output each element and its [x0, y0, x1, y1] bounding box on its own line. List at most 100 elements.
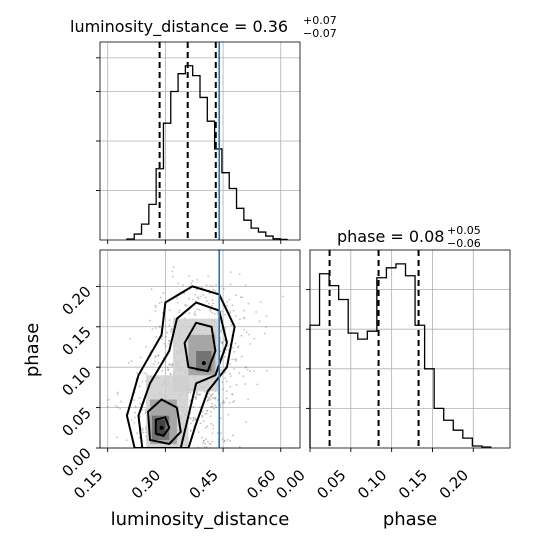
sample-point	[129, 337, 131, 340]
sample-point	[213, 312, 216, 315]
ld-title-prefix: luminosity_distance = 0.36	[70, 17, 288, 37]
ld-xtick-label: 0.60	[243, 466, 279, 502]
sample-point	[193, 416, 196, 419]
sample-point	[155, 244, 157, 246]
sample-point	[265, 315, 268, 318]
sample-point	[154, 304, 157, 307]
sample-point	[157, 361, 160, 364]
sample-point	[221, 342, 224, 345]
sample-point	[206, 396, 209, 398]
sample-point	[190, 282, 193, 285]
sample-point	[189, 399, 192, 402]
sample-point	[205, 300, 208, 303]
sample-point	[229, 385, 232, 388]
sample-point	[205, 409, 208, 412]
phase-ytick-label: 0.15	[58, 323, 94, 359]
sample-point	[226, 345, 229, 348]
sample-point	[232, 309, 235, 312]
sample-point	[169, 340, 171, 342]
sample-point	[141, 427, 144, 430]
sample-point	[232, 401, 234, 403]
sample-point	[183, 292, 186, 295]
sample-point	[243, 309, 245, 312]
sample-point	[228, 298, 231, 301]
sample-point	[242, 317, 245, 319]
sample-point	[130, 418, 133, 421]
sample-point	[229, 311, 232, 314]
sample-point	[223, 313, 226, 316]
sample-point	[244, 366, 247, 369]
sample-point	[141, 380, 144, 383]
sample-point	[263, 332, 266, 335]
sample-point	[199, 295, 202, 298]
sample-point	[210, 405, 212, 408]
sample-point	[160, 300, 163, 303]
sample-point	[207, 275, 210, 278]
sample-point	[138, 385, 141, 388]
y-axis-label-phase: phase	[22, 323, 43, 377]
sample-point	[176, 297, 179, 300]
sample-point	[233, 400, 236, 402]
sample-point	[223, 355, 226, 358]
sample-point	[235, 383, 238, 386]
sample-point	[161, 335, 164, 338]
sample-point	[211, 311, 214, 314]
sample-point	[234, 315, 237, 317]
sample-point	[107, 398, 110, 401]
sample-point	[138, 397, 141, 399]
sample-point	[189, 391, 192, 394]
sample-point	[184, 303, 187, 306]
sample-point	[188, 312, 191, 315]
sample-point	[227, 413, 230, 416]
sample-point	[196, 278, 199, 281]
sample-point	[223, 439, 226, 442]
sample-point	[216, 399, 219, 401]
sample-point	[231, 358, 234, 361]
sample-point	[212, 302, 214, 305]
sample-point	[282, 295, 284, 298]
sample-point	[190, 417, 192, 420]
sample-point	[222, 287, 225, 290]
x-axis-label-ld: luminosity_distance	[111, 509, 290, 530]
sample-point	[106, 405, 109, 408]
sample-point	[235, 294, 238, 297]
sample-point	[195, 391, 198, 394]
sample-point	[195, 396, 197, 399]
mode-marker	[159, 425, 164, 430]
sample-point	[226, 300, 229, 303]
sample-point	[139, 356, 142, 359]
sample-point	[166, 366, 169, 369]
sample-point	[171, 364, 174, 367]
sample-point	[212, 288, 214, 291]
sample-point	[222, 401, 225, 404]
sample-point	[256, 383, 259, 386]
sample-point	[202, 294, 205, 296]
sample-point	[216, 431, 219, 434]
sample-point	[171, 275, 174, 278]
sample-point	[215, 283, 217, 286]
sample-point	[223, 339, 226, 342]
phase-hist-title: phase = 0.08	[337, 227, 444, 246]
sample-point	[223, 401, 226, 404]
sample-point	[223, 440, 226, 443]
sample-point	[119, 407, 121, 410]
sample-point	[231, 346, 234, 349]
sample-point	[189, 429, 192, 432]
sample-point	[225, 348, 228, 351]
sample-point	[211, 402, 213, 405]
sample-point	[141, 428, 144, 431]
sample-point	[202, 441, 205, 444]
sample-point	[209, 308, 212, 311]
sample-point	[172, 266, 175, 269]
sample-point	[114, 405, 117, 408]
sample-point	[212, 285, 214, 288]
sample-point	[229, 283, 232, 286]
sample-point	[265, 326, 268, 328]
ld-phase-density-panel: 0.15 0.30 0.45 0.600.000.050.100.150.20	[58, 244, 301, 502]
sample-point	[226, 439, 229, 441]
sample-point	[221, 402, 224, 405]
sample-point	[245, 366, 248, 368]
sample-point	[209, 309, 212, 312]
phase-ytick-label: 0.10	[58, 363, 94, 399]
sample-point	[231, 393, 233, 396]
